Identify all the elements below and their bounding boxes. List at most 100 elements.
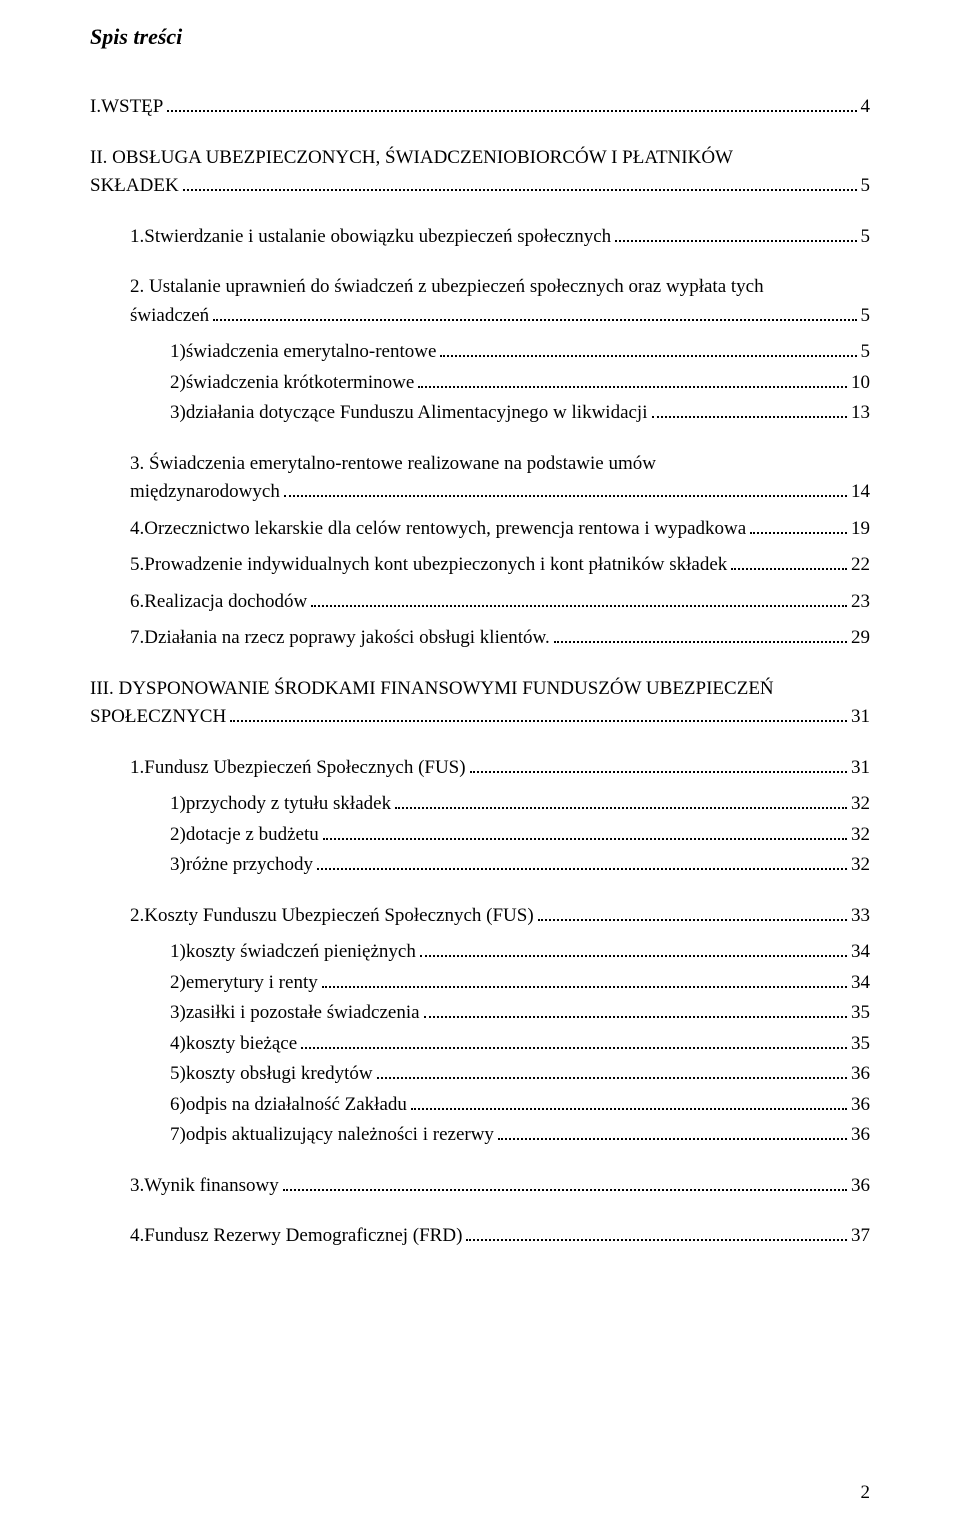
toc-entry-page: 22 bbox=[851, 551, 870, 580]
toc-entry-text: świadczenia krótkoterminowe bbox=[186, 369, 414, 398]
toc-entry-label: 1) bbox=[170, 338, 186, 367]
toc-entry-row: 5) koszty obsługi kredytów 36 bbox=[170, 1060, 870, 1089]
toc-entry-label: 2) bbox=[170, 969, 186, 998]
toc-entry-label: 1) bbox=[170, 938, 186, 967]
toc-entry-text: odpis aktualizujący należności i rezerwy bbox=[186, 1121, 494, 1150]
toc-entry: 5. Prowadzenie indywidualnych kont ubezp… bbox=[90, 551, 870, 580]
toc-entry-row: 4. Fundusz Rezerwy Demograficznej (FRD) … bbox=[130, 1222, 870, 1251]
toc-entry-page: 35 bbox=[851, 999, 870, 1028]
toc-entry: 3) zasiłki i pozostałe świadczenia 35 bbox=[90, 999, 870, 1028]
toc-entry-page: 36 bbox=[851, 1121, 870, 1150]
toc-entry-row: 6. Realizacja dochodów 23 bbox=[130, 588, 870, 617]
toc-entry-line1: III. DYSPONOWANIE ŚRODKAMI FINANSOWYMI F… bbox=[90, 675, 870, 704]
toc-entry-text: SPOŁECZNYCH bbox=[90, 703, 226, 732]
toc-entry: 5) koszty obsługi kredytów 36 bbox=[90, 1060, 870, 1089]
toc-entry-page: 5 bbox=[861, 302, 871, 331]
toc-title: Spis treści bbox=[90, 20, 870, 53]
page: Spis treści I. WSTĘP 4 II. OBSŁUGA UBEZPI… bbox=[0, 0, 960, 1537]
toc-entry-page: 5 bbox=[861, 338, 871, 367]
toc-entry-page: 37 bbox=[851, 1222, 870, 1251]
toc-entry: III. DYSPONOWANIE ŚRODKAMI FINANSOWYMI F… bbox=[90, 675, 870, 732]
toc-entry-page: 36 bbox=[851, 1172, 870, 1201]
toc-entry-text: Orzecznictwo lekarskie dla celów rentowy… bbox=[144, 515, 746, 544]
toc-entry-text: koszty bieżące bbox=[186, 1030, 297, 1059]
toc-entry-page: 36 bbox=[851, 1091, 870, 1120]
toc-entry-text: Realizacja dochodów bbox=[144, 588, 307, 617]
toc-entry-text: OBSŁUGA UBEZPIECZONYCH, ŚWIADCZENIOBIORC… bbox=[112, 147, 733, 168]
toc-entry-label: 3) bbox=[170, 851, 186, 880]
toc-leader-dots bbox=[466, 1225, 847, 1241]
toc-entry: 6) odpis na działalność Zakładu 36 bbox=[90, 1091, 870, 1120]
toc-entry-line2: świadczeń 5 bbox=[130, 302, 870, 331]
toc-leader-dots bbox=[440, 341, 856, 357]
toc-entry-row: 2) dotacje z budżetu 32 bbox=[170, 821, 870, 850]
toc-entry-label: 2. bbox=[130, 276, 144, 297]
toc-entry-text: Fundusz Ubezpieczeń Społecznych (FUS) bbox=[144, 754, 465, 783]
toc-entry-label: 1. bbox=[130, 754, 144, 783]
toc-entry-line1: 2. Ustalanie uprawnień do świadczeń z ub… bbox=[130, 273, 870, 302]
toc-leader-dots bbox=[317, 854, 847, 870]
toc-entry-label: 6) bbox=[170, 1091, 186, 1120]
toc-entry-page: 32 bbox=[851, 851, 870, 880]
toc-entry-label: 7) bbox=[170, 1121, 186, 1150]
toc-entry-page: 34 bbox=[851, 969, 870, 998]
toc-entry: 7) odpis aktualizujący należności i reze… bbox=[90, 1121, 870, 1150]
toc-entry-row: 2) świadczenia krótkoterminowe 10 bbox=[170, 369, 870, 398]
toc-entry-text: SKŁADEK bbox=[90, 172, 179, 201]
toc-entry-row: 1. Stwierdzanie i ustalanie obowiązku ub… bbox=[130, 223, 870, 252]
toc-entry-page: 34 bbox=[851, 938, 870, 967]
toc-entry-text: Koszty Funduszu Ubezpieczeń Społecznych … bbox=[144, 902, 533, 931]
toc-entry-label: 6. bbox=[130, 588, 144, 617]
toc-entry-label: 7. bbox=[130, 624, 144, 653]
toc-entry-row: 3) działania dotyczące Funduszu Alimenta… bbox=[170, 399, 870, 428]
toc-entry: 3) różne przychody 32 bbox=[90, 851, 870, 880]
toc-entry-page: 31 bbox=[851, 754, 870, 783]
toc-entry: 4) koszty bieżące 35 bbox=[90, 1030, 870, 1059]
toc-entry-row: 3) różne przychody 32 bbox=[170, 851, 870, 880]
toc-entry-label: 4) bbox=[170, 1030, 186, 1059]
toc-entry-page: 29 bbox=[851, 624, 870, 653]
toc-entry-label: 3) bbox=[170, 999, 186, 1028]
toc-leader-dots bbox=[538, 904, 847, 920]
toc-entry: 1) przychody z tytułu składek 32 bbox=[90, 790, 870, 819]
toc-entry-row: 1) koszty świadczeń pieniężnych 34 bbox=[170, 938, 870, 967]
toc-entry-text: odpis na działalność Zakładu bbox=[186, 1091, 407, 1120]
toc-leader-dots bbox=[554, 627, 847, 643]
toc-entry-text: koszty obsługi kredytów bbox=[186, 1060, 373, 1089]
toc-entry-row: 7. Działania na rzecz poprawy jakości ob… bbox=[130, 624, 870, 653]
toc-entry-row: I. WSTĘP 4 bbox=[90, 93, 870, 122]
toc-entry-label: III. bbox=[90, 678, 114, 699]
toc-entry: 2. Ustalanie uprawnień do świadczeń z ub… bbox=[90, 273, 870, 330]
toc-entry: I. WSTĘP 4 bbox=[90, 93, 870, 122]
toc-leader-dots bbox=[424, 1002, 847, 1018]
toc-entry: 4. Orzecznictwo lekarskie dla celów rent… bbox=[90, 515, 870, 544]
toc-entry: 4. Fundusz Rezerwy Demograficznej (FRD) … bbox=[90, 1222, 870, 1251]
toc-entry-row: 1. Fundusz Ubezpieczeń Społecznych (FUS)… bbox=[130, 754, 870, 783]
toc-entry-line2: międzynarodowych 14 bbox=[130, 478, 870, 507]
toc-leader-dots bbox=[167, 96, 856, 112]
toc-entry-page: 32 bbox=[851, 790, 870, 819]
page-number: 2 bbox=[861, 1479, 871, 1508]
toc-entry-label: 1) bbox=[170, 790, 186, 819]
toc-leader-dots bbox=[750, 517, 847, 533]
toc-entry-page: 32 bbox=[851, 821, 870, 850]
toc-entry-line1: II. OBSŁUGA UBEZPIECZONYCH, ŚWIADCZENIOB… bbox=[90, 144, 870, 173]
toc-entry-text: DYSPONOWANIE ŚRODKAMI FINANSOWYMI FUNDUS… bbox=[118, 678, 773, 699]
toc-leader-dots bbox=[284, 481, 847, 497]
toc-entry: 7. Działania na rzecz poprawy jakości ob… bbox=[90, 624, 870, 653]
toc-entry-label: 5. bbox=[130, 551, 144, 580]
toc-entry: II. OBSŁUGA UBEZPIECZONYCH, ŚWIADCZENIOB… bbox=[90, 144, 870, 201]
toc-leader-dots bbox=[213, 304, 856, 320]
toc-entry-row: 4) koszty bieżące 35 bbox=[170, 1030, 870, 1059]
toc-entry: 2. Koszty Funduszu Ubezpieczeń Społeczny… bbox=[90, 902, 870, 931]
toc-leader-dots bbox=[322, 971, 847, 987]
toc-entry: 1. Fundusz Ubezpieczeń Społecznych (FUS)… bbox=[90, 754, 870, 783]
toc-entry-text: Działania na rzecz poprawy jakości obsłu… bbox=[144, 624, 550, 653]
toc-entry-page: 4 bbox=[861, 93, 871, 122]
toc-entry-text: WSTĘP bbox=[101, 93, 163, 122]
toc-entry-row: 4. Orzecznictwo lekarskie dla celów rent… bbox=[130, 515, 870, 544]
toc-entry: 2) świadczenia krótkoterminowe 10 bbox=[90, 369, 870, 398]
toc-leader-dots bbox=[652, 402, 848, 418]
toc-entry: 3) działania dotyczące Funduszu Alimenta… bbox=[90, 399, 870, 428]
toc-entry-text: emerytury i renty bbox=[186, 969, 318, 998]
